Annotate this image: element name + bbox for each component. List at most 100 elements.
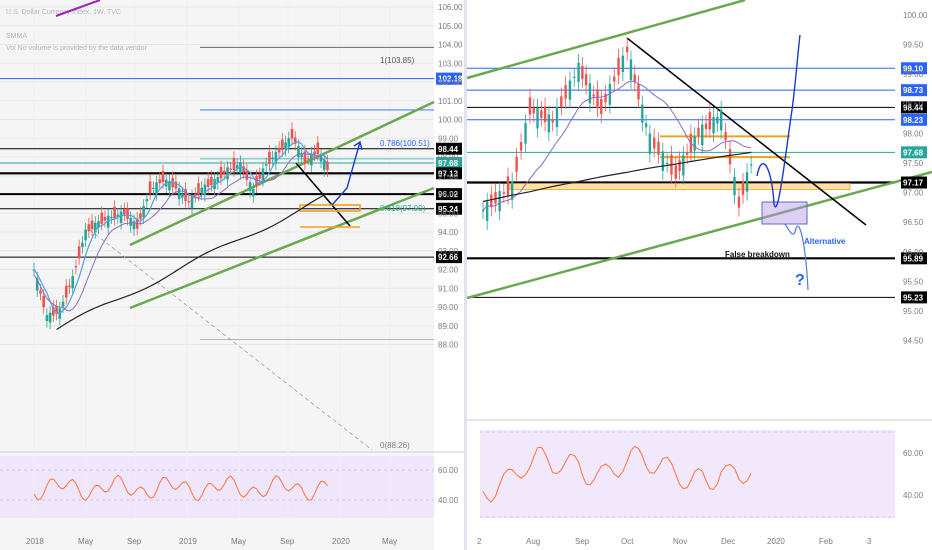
left-price-tag-label: 95.24	[438, 205, 459, 214]
right-candle-body	[741, 181, 745, 195]
right-candle-body	[719, 109, 723, 131]
left-candle-body	[84, 229, 87, 241]
left-candle-body	[106, 215, 110, 228]
left-candle-body	[116, 214, 120, 218]
left-candle-body	[68, 285, 71, 288]
right-candle-body	[704, 123, 708, 130]
left-candle-body	[206, 179, 210, 187]
left-y-tick-label: 100.00	[438, 116, 463, 125]
left-channel-lower	[129, 186, 435, 310]
left-ma-fast	[33, 141, 328, 314]
right-candle-body	[560, 96, 563, 107]
right-bullish-projection	[756, 34, 801, 208]
left-y-tick-label: 95.00	[438, 209, 459, 218]
left-x-tick-label: May	[382, 537, 397, 546]
right-x-tick-label: Sep	[575, 537, 590, 546]
left-candle-body	[222, 170, 226, 174]
left-candle-body	[316, 142, 320, 154]
right-candle-body	[629, 59, 633, 81]
right-candle-body	[551, 119, 554, 123]
left-candle-body	[277, 147, 281, 153]
right-candle-body	[608, 84, 612, 105]
left-candle-body	[184, 189, 187, 202]
left-candle-body	[187, 201, 191, 203]
left-candle-body	[313, 151, 316, 155]
right-candle-body	[502, 192, 506, 194]
left-candle-body	[71, 276, 74, 289]
right-y-tick-label: 95.00	[903, 307, 924, 316]
right-candle-body	[665, 162, 669, 164]
left-price-tag-label: 97.13	[438, 169, 459, 178]
left-candle-body	[300, 153, 303, 158]
right-price-tag-label: 98.44	[903, 103, 924, 112]
left-y-tick-label: 90.00	[438, 303, 459, 312]
right-price-tag	[901, 62, 927, 75]
left-candle-body	[90, 220, 94, 230]
left-y-tick-label: 89.00	[438, 322, 459, 331]
alternative-label: Alternative	[804, 237, 846, 246]
left-candle-body	[235, 165, 239, 169]
right-y-tick-label: 100.00	[903, 11, 928, 20]
left-channel-upper	[129, 100, 435, 247]
right-price-tag-label: 95.89	[903, 254, 924, 263]
right-candle-body	[621, 55, 625, 73]
fib-label-0618: 0.618(97.90)	[380, 204, 426, 213]
left-candle-body	[229, 168, 233, 170]
left-candle-body	[232, 158, 236, 171]
left-y-tick-label: 97.00	[438, 172, 459, 181]
left-y-tick-label: 105.00	[438, 22, 463, 31]
right-candle-body	[485, 201, 489, 221]
question-mark: ?	[795, 272, 805, 289]
right-candle-body	[637, 83, 640, 100]
right-candle-body	[577, 62, 580, 83]
right-y-tick-label: 99.50	[903, 41, 924, 50]
left-candle-body	[239, 161, 242, 174]
false-breakdown-label: False breakdown	[725, 250, 790, 259]
right-x-tick-label: 2	[477, 537, 482, 546]
right-x-tick-label: 2020	[767, 537, 785, 546]
left-y-tick-label: 103.00	[438, 59, 463, 68]
left-rsi-tick-40: 40.00	[438, 496, 459, 505]
right-y-tick-label: 96.50	[903, 218, 924, 227]
left-price-tag-label: 98.44	[438, 145, 459, 154]
left-candle-body	[216, 177, 220, 183]
right-y-tick-label: 97.00	[903, 189, 924, 198]
right-breakdown-zone	[761, 201, 808, 225]
right-candle-body	[648, 133, 652, 154]
right-candle-body	[532, 107, 535, 114]
left-y-tick-label: 104.00	[438, 41, 463, 50]
left-y-tick-label: 98.00	[438, 153, 459, 162]
left-price-tag-label: 97.68	[438, 159, 459, 168]
right-candle-body	[657, 141, 660, 155]
left-candle-body	[139, 213, 142, 219]
left-candle-body	[42, 295, 45, 308]
left-candle-body	[148, 181, 152, 194]
left-candle-body	[145, 199, 149, 202]
right-rsi-tick-40: 40.00	[903, 491, 924, 500]
right-candle-body	[596, 89, 599, 109]
right-y-tick-label: 96.00	[903, 248, 924, 257]
right-candle-body	[678, 160, 681, 172]
right-candle-body	[749, 164, 753, 166]
left-price-tag	[436, 202, 462, 215]
legend-smma: SMMA	[6, 33, 27, 40]
left-price-tag	[436, 167, 462, 180]
left-candle-body	[200, 187, 203, 193]
right-candle-body	[644, 123, 648, 128]
left-candle-body	[193, 193, 197, 196]
right-candle-body	[728, 149, 732, 165]
left-y-tick-label: 91.00	[438, 284, 459, 293]
panel-divider	[464, 0, 467, 550]
left-candle-body	[252, 189, 255, 197]
left-candle-body	[181, 193, 184, 198]
left-candle-body	[287, 138, 291, 147]
right-ma-slow	[482, 151, 752, 203]
right-candle-body	[604, 93, 607, 103]
right-candle-body	[540, 110, 543, 118]
left-candle-body	[97, 221, 100, 228]
left-y-tick-label: 93.00	[438, 247, 459, 256]
left-y-tick-label: 96.00	[438, 191, 459, 200]
right-rsi-line	[482, 445, 752, 503]
right-candle-body	[536, 107, 539, 129]
right-price-tag	[901, 176, 927, 189]
